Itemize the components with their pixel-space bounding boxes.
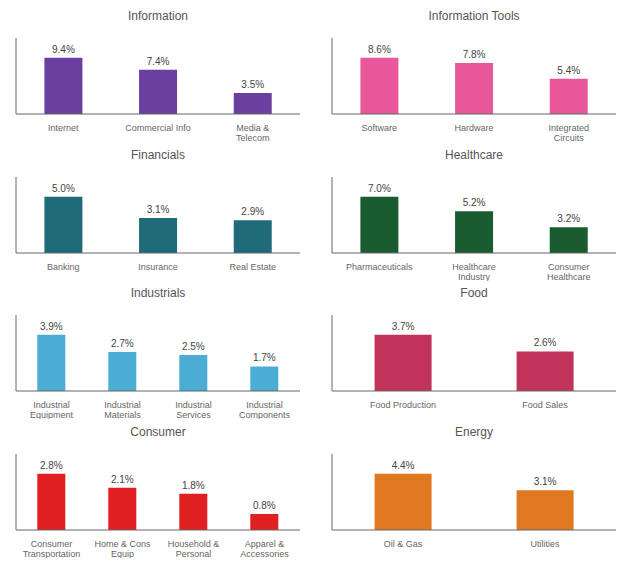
svg-text:5.4%: 5.4%	[557, 65, 580, 76]
svg-text:Real Estate: Real Estate	[229, 262, 276, 272]
html-text:Consumer: Consumer	[130, 424, 186, 439]
svg-text:3.9%: 3.9%	[40, 321, 63, 332]
svg-text:7.8%: 7.8%	[463, 49, 486, 60]
svg-text:2.7%: 2.7%	[111, 338, 134, 349]
svg-text:2.1%: 2.1%	[111, 473, 134, 484]
svg-text:3.1%: 3.1%	[534, 476, 557, 487]
html-text:Information: Information	[128, 9, 188, 23]
html-text:Information Tools: Information Tools	[428, 9, 520, 23]
svg-text:2.5%: 2.5%	[182, 341, 205, 352]
svg-text:ConsumerTransportation: ConsumerTransportation	[23, 539, 81, 558]
svg-text:7.0%: 7.0%	[368, 182, 391, 193]
svg-text:0.8%: 0.8%	[253, 499, 276, 510]
svg-text:ConsumerHealthcare: ConsumerHealthcare	[547, 262, 591, 281]
svg-text:Pharmaceuticals: Pharmaceuticals	[346, 262, 413, 272]
svg-text:3.7%: 3.7%	[392, 321, 415, 332]
svg-text:3.2%: 3.2%	[557, 213, 580, 224]
html-text:Healthcare: Healthcare	[445, 147, 503, 162]
svg-text:IndustrialComponents: IndustrialComponents	[239, 400, 291, 419]
svg-text:Commercial Info: Commercial Info	[125, 123, 191, 133]
svg-text:7.4%: 7.4%	[147, 56, 170, 67]
svg-text:IntegratedCircuits: IntegratedCircuits	[548, 123, 589, 142]
svg-text:1.7%: 1.7%	[253, 352, 276, 363]
svg-text:Food Production: Food Production	[370, 400, 436, 410]
svg-text:Food Sales: Food Sales	[522, 400, 568, 410]
svg-text:3.5%: 3.5%	[241, 79, 264, 90]
svg-text:5.2%: 5.2%	[463, 197, 486, 208]
svg-text:HealthcareIndustry: HealthcareIndustry	[452, 262, 496, 281]
svg-text:Software: Software	[362, 123, 398, 133]
html-text:Industrials: Industrials	[130, 286, 186, 300]
svg-text:5.0%: 5.0%	[52, 182, 75, 193]
svg-text:2.8%: 2.8%	[40, 459, 63, 470]
html-text:Food: Food	[460, 286, 488, 300]
svg-text:Apparel &Accessories: Apparel &Accessories	[240, 539, 289, 558]
svg-text:Home & ConsEquip: Home & ConsEquip	[94, 539, 151, 558]
svg-text:3.1%: 3.1%	[147, 204, 170, 215]
svg-text:Oil & Gas: Oil & Gas	[384, 539, 423, 549]
svg-text:2.9%: 2.9%	[241, 206, 264, 217]
svg-text:IndustrialServices: IndustrialServices	[175, 400, 212, 419]
svg-text:Insurance: Insurance	[138, 262, 178, 272]
svg-text:Internet: Internet	[48, 123, 79, 133]
svg-text:Banking: Banking	[47, 262, 80, 272]
html-text:Energy: Energy	[455, 424, 493, 439]
svg-text:Hardware: Hardware	[454, 123, 493, 133]
svg-text:1.8%: 1.8%	[182, 479, 205, 490]
svg-text:IndustrialEquipment: IndustrialEquipment	[30, 400, 74, 419]
svg-text:9.4%: 9.4%	[52, 44, 75, 55]
html-text:Financials: Financials	[131, 147, 185, 162]
svg-text:4.4%: 4.4%	[392, 459, 415, 470]
svg-text:Household &Personal: Household &Personal	[168, 539, 220, 558]
svg-text:8.6%: 8.6%	[368, 44, 391, 55]
svg-text:2.6%: 2.6%	[534, 337, 557, 348]
svg-text:Utilities: Utilities	[530, 539, 560, 549]
svg-text:IndustrialMaterials: IndustrialMaterials	[104, 400, 141, 419]
svg-text:Media &Telecom: Media &Telecom	[236, 123, 270, 142]
